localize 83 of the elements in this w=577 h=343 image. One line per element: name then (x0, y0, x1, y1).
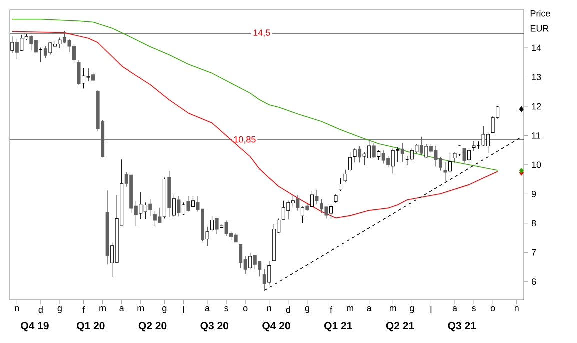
text: Q1 21 (324, 322, 352, 332)
x-tick-label: g (162, 306, 167, 314)
text: Q3 21 (448, 322, 476, 332)
candlestick (92, 72, 96, 82)
candlestick (344, 170, 348, 183)
candlestick (191, 196, 195, 208)
y-tick-label: 10 (532, 162, 542, 168)
x-tick-label: a (205, 306, 210, 312)
x-tick-label: g (410, 306, 414, 314)
candlestick (400, 143, 404, 163)
x-tick-label: f (82, 306, 86, 314)
candlestick (44, 46, 48, 59)
candlestick (330, 204, 334, 220)
candlestick (377, 150, 381, 160)
candlestick (468, 150, 472, 162)
x-tick-label: m (390, 306, 396, 312)
text: Q2 20 (138, 322, 167, 332)
candlestick (77, 60, 81, 86)
x-tick-label: g (58, 306, 62, 314)
ref-line-label: 14,5 (254, 30, 270, 38)
y-tick-label: 14 (532, 44, 542, 52)
x-tick-label: o (490, 306, 496, 312)
y-tick-label: 11 (532, 132, 540, 139)
candlestick (248, 252, 252, 270)
x-tick-label: d (38, 306, 43, 314)
candlestick (10, 36, 14, 54)
candlestick (462, 148, 466, 164)
x-tick-label: l (430, 306, 432, 314)
x-tick-label: m (347, 306, 354, 312)
text: Q2 21 (386, 322, 414, 332)
candlestick (15, 38, 19, 60)
candlestick (177, 196, 181, 217)
candlestick (420, 136, 424, 156)
candlestick (172, 195, 176, 218)
x-tick-label: s (472, 306, 476, 312)
candlestick (148, 199, 152, 216)
candlestick (358, 146, 362, 163)
candlestick (348, 152, 352, 172)
y-tick-label: 12 (532, 103, 542, 110)
line-series (12, 31, 498, 219)
candlestick (424, 144, 428, 159)
ref-line-label: 10,85 (234, 136, 256, 144)
x-tick-label: n (267, 306, 272, 312)
text: Q4 19 (21, 322, 49, 332)
x-tick-label: d (286, 306, 290, 314)
x-tick-label: l (183, 306, 184, 314)
candlestick (182, 202, 186, 216)
x-tick-label: a (120, 306, 124, 312)
candlestick (262, 269, 266, 291)
y-axis-title: Price EUR (530, 10, 550, 32)
x-tick-label: n (514, 306, 519, 312)
candlestick (186, 196, 190, 212)
x-tick-label: o (243, 306, 248, 312)
candlestick (296, 195, 300, 212)
candlestick (353, 148, 357, 163)
text: Q4 20 (262, 322, 290, 332)
x-tick-label: a (452, 306, 458, 312)
candlestick (444, 162, 448, 182)
candlestick (372, 143, 376, 159)
x-tick-label: g (305, 306, 310, 314)
x-tick-label: f (330, 306, 333, 314)
candlestick (268, 261, 272, 286)
text: Q3 20 (200, 322, 229, 332)
candlestick (310, 190, 314, 208)
text: Q1 20 (77, 322, 105, 332)
candlestick (210, 216, 214, 232)
candlestick (215, 218, 219, 235)
candlestick (448, 153, 452, 174)
candlestick (206, 226, 210, 247)
y-tick-label: 9 (532, 190, 536, 198)
y-tick-label: 13 (532, 74, 542, 80)
y-tick-label: 8 (532, 220, 536, 227)
candlestick (300, 206, 304, 224)
x-tick-label: n (15, 306, 20, 312)
y-tick-label: 6 (532, 278, 536, 286)
x-tick-label: m (100, 306, 106, 312)
candlestick (339, 178, 343, 192)
x-tick-label: a (367, 306, 372, 312)
x-tick-label: m (138, 306, 144, 312)
y-tick-label: 7 (532, 250, 536, 256)
candlestick (315, 190, 319, 205)
x-tick-label: s (224, 306, 228, 312)
candlestick (39, 47, 43, 63)
